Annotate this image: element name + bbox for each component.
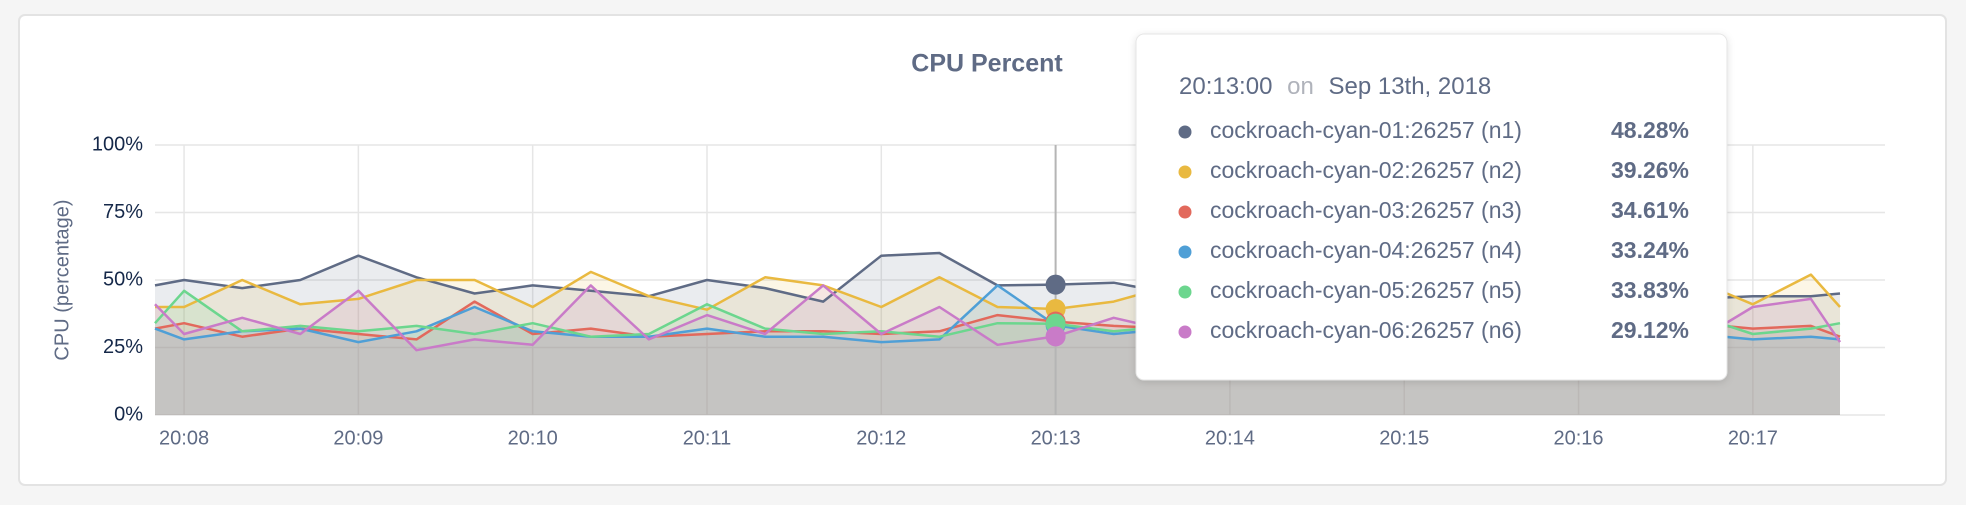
legend-swatch	[1178, 165, 1192, 179]
tooltip-value: 48.28%	[1611, 117, 1689, 143]
series-area	[155, 290, 1840, 415]
x-tick-label: 20:16	[1554, 427, 1604, 449]
y-tick-label: 0%	[114, 403, 143, 425]
legend-label: cockroach-cyan-02:26257 (n2)	[1210, 157, 1522, 183]
legend-label: cockroach-cyan-04:26257 (n4)	[1210, 237, 1522, 263]
tooltip-value: 29.12%	[1611, 317, 1689, 343]
y-tick-label: 100%	[92, 133, 143, 155]
tooltip: 20:13:00 on Sep 13th, 2018 cockroach-cya…	[1135, 33, 1728, 381]
legend-label: cockroach-cyan-05:26257 (n5)	[1210, 277, 1522, 303]
chart-title: CPU Percent	[911, 50, 1063, 78]
hover-point	[1045, 274, 1066, 295]
tooltip-value: 39.26%	[1611, 157, 1689, 183]
x-tick-label: 20:15	[1379, 427, 1429, 449]
legend-swatch	[1178, 205, 1192, 219]
x-tick-label: 20:14	[1205, 427, 1255, 449]
legend-label: cockroach-cyan-01:26257 (n1)	[1210, 117, 1522, 143]
series-area	[155, 285, 1840, 415]
tooltip-date: Sep 13th, 2018	[1328, 73, 1491, 100]
x-tick-label: 20:17	[1728, 427, 1778, 449]
tooltip-header: 20:13:00 on Sep 13th, 2018	[1179, 73, 1491, 100]
tooltip-value: 34.61%	[1611, 197, 1689, 223]
tooltip-time: 20:13:00	[1179, 73, 1272, 100]
hover-point	[1045, 326, 1066, 347]
tooltip-value: 33.83%	[1611, 277, 1689, 303]
legend-swatch	[1178, 325, 1192, 339]
x-tick-label: 20:11	[683, 427, 732, 449]
tooltip-connector: on	[1287, 73, 1314, 100]
x-tick-label: 20:12	[856, 427, 906, 449]
tooltip-box	[1135, 33, 1728, 381]
legend-label: cockroach-cyan-03:26257 (n3)	[1210, 197, 1522, 223]
x-tick-label: 20:10	[508, 427, 558, 449]
legend-swatch	[1178, 125, 1192, 139]
legend-swatch	[1178, 285, 1192, 299]
y-tick-label: 25%	[103, 336, 143, 358]
legend-label: cockroach-cyan-06:26257 (n6)	[1210, 317, 1522, 343]
tooltip-value: 33.24%	[1611, 237, 1689, 263]
x-tick-label: 20:09	[333, 427, 383, 449]
y-tick-label: 50%	[103, 268, 143, 290]
x-tick-label: 20:08	[159, 427, 209, 449]
legend-swatch	[1178, 245, 1192, 259]
series-area	[155, 285, 1840, 415]
y-axis-label: CPU (percentage)	[51, 199, 73, 360]
x-tick-label: 20:13	[1031, 427, 1081, 449]
y-tick-label: 75%	[103, 201, 143, 223]
